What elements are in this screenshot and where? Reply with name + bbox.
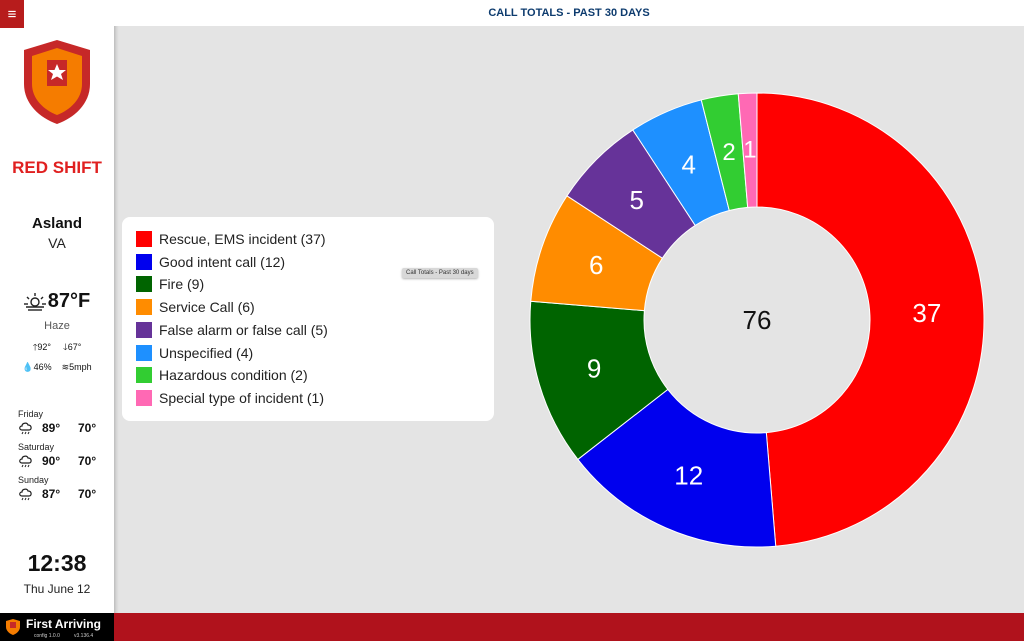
clock-date: Thu June 12 <box>23 582 91 596</box>
low-temp: 67° <box>67 342 82 352</box>
footer-bar <box>114 613 1024 641</box>
slice-value-label: 1 <box>743 137 756 164</box>
menu-button[interactable]: ≡ <box>0 0 24 28</box>
shield-logo-icon <box>24 40 90 124</box>
legend-item[interactable]: False alarm or false call (5) <box>136 321 328 338</box>
rain-cloud-icon <box>19 455 32 468</box>
current-temperature: 87°F <box>47 290 91 312</box>
weather-condition: Haze <box>44 320 70 332</box>
rain-cloud-icon <box>19 422 32 435</box>
current-weather: 87°F <box>0 290 114 313</box>
legend-swatch <box>136 276 152 293</box>
legend-label: Unspecified (4) <box>159 344 254 361</box>
wind-speed: 5mph <box>69 362 92 372</box>
slice-value-label: 37 <box>912 298 941 328</box>
legend-swatch <box>136 389 152 406</box>
state-name: VA <box>48 235 66 251</box>
donut-slice[interactable] <box>756 92 985 547</box>
legend-item[interactable]: Special type of incident (1) <box>136 389 324 406</box>
legend-label: Fire (9) <box>159 276 205 293</box>
brand-logo-icon <box>6 619 20 635</box>
legend-label: Service Call (6) <box>159 299 255 316</box>
legend-swatch <box>136 299 152 316</box>
legend-swatch <box>136 367 152 384</box>
chart-legend: Rescue, EMS incident (37) Good intent cal… <box>122 217 494 421</box>
slice-value-label: 12 <box>674 461 703 491</box>
forecast-high: 89° <box>42 421 61 435</box>
forecast-day: Friday <box>18 409 44 419</box>
wind-icon: ≋ <box>61 362 70 372</box>
total-label: 76 <box>743 305 772 335</box>
forecast-row: 87° 70° <box>18 487 108 501</box>
forecast-high: 87° <box>42 487 61 501</box>
droplet-icon: 💧 <box>22 362 34 372</box>
page-title: CALL TOTALS - PAST 30 DAYS <box>114 0 1024 26</box>
slice-value-label: 9 <box>587 354 601 384</box>
forecast-low: 70° <box>78 421 97 435</box>
legend-item[interactable]: Unspecified (4) <box>136 344 254 361</box>
rain-cloud-icon <box>19 488 32 501</box>
chart-tooltip: Call Totals - Past 30 days <box>402 268 478 278</box>
high-low: 🡑92° 🡓67° <box>0 340 114 356</box>
slice-value-label: 4 <box>681 149 695 179</box>
donut-slice[interactable] <box>577 388 777 548</box>
forecast-row: 90° 70° <box>18 454 108 468</box>
humidity: 46% <box>33 362 52 372</box>
legend-item[interactable]: Service Call (6) <box>136 299 255 316</box>
app-version: v3.136.4 <box>74 633 94 639</box>
forecast: Friday 89° 70° Saturday 90° 70° Sunday 8… <box>18 409 108 508</box>
brand-footer: First Arriving config 1.0.0 v3.136.4 <box>0 613 114 641</box>
arrow-up-icon: 🡑 <box>32 342 38 352</box>
legend-label: Special type of incident (1) <box>159 389 324 406</box>
forecast-low: 70° <box>78 487 97 501</box>
forecast-day: Saturday <box>18 442 55 452</box>
high-temp: 92° <box>37 342 51 352</box>
arrow-down-icon: 🡓 <box>63 342 68 352</box>
legend-label: Hazardous condition (2) <box>159 367 308 384</box>
config-version: config 1.0.0 <box>34 633 60 639</box>
legend-swatch <box>136 253 152 270</box>
legend-swatch <box>136 321 152 338</box>
legend-item[interactable]: Good intent call (12) <box>136 253 286 270</box>
shift-name: RED SHIFT <box>12 158 102 177</box>
hamburger-icon: ≡ <box>7 5 17 23</box>
clock-time: 12:38 <box>27 550 87 576</box>
city-name: Asland <box>31 215 82 232</box>
donut-chart: 37 12 9 6 5 4 2 1 76 <box>529 92 985 548</box>
brand-name: First Arriving <box>26 617 101 631</box>
forecast-row: 89° 70° <box>18 421 108 435</box>
legend-label: Rescue, EMS incident (37) <box>159 231 326 247</box>
legend-swatch <box>136 231 152 247</box>
sidebar: ≡ RED SHIFT Asland VA 87°F Haze 🡑92° 🡓67… <box>0 0 114 641</box>
humidity-wind: 💧46% ≋5mph <box>0 362 114 373</box>
forecast-high: 90° <box>42 454 61 468</box>
legend-label: False alarm or false call (5) <box>159 321 328 338</box>
legend-swatch <box>136 344 152 361</box>
slice-value-label: 6 <box>589 250 603 280</box>
forecast-low: 70° <box>78 454 97 468</box>
forecast-day: Sunday <box>18 475 49 485</box>
sun-haze-icon <box>23 292 46 311</box>
donut-slice[interactable] <box>737 92 758 208</box>
legend-item[interactable]: Hazardous condition (2) <box>136 367 308 384</box>
legend-item[interactable]: Fire (9) <box>136 276 205 293</box>
legend-label: Good intent call (12) <box>159 253 286 270</box>
slice-value-label: 2 <box>722 139 735 166</box>
legend-item[interactable]: Rescue, EMS incident (37) <box>136 231 326 247</box>
slice-value-label: 5 <box>630 185 644 215</box>
